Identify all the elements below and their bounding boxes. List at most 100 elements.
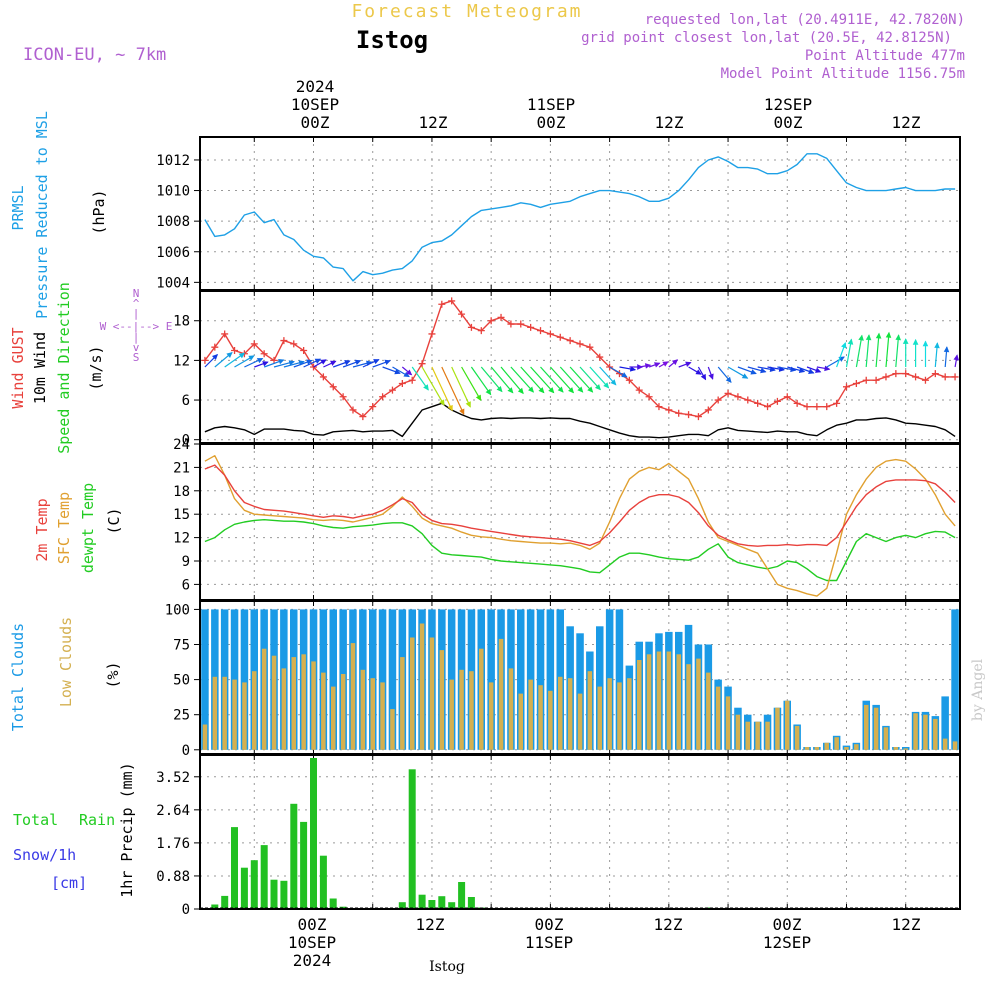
wind-direction-arrow	[470, 366, 492, 395]
total-cloud-bar	[201, 609, 209, 750]
total-cloud-bar	[329, 609, 337, 750]
wind-gust-marker	[487, 317, 495, 325]
compass-up-bar: |	[133, 307, 140, 320]
low-cloud-bar	[321, 672, 326, 750]
low-cloud-bar	[271, 655, 277, 750]
sfc-temp-line	[204, 455, 956, 597]
compass-down-bar: |	[133, 331, 140, 344]
wind-direction-arrowhead	[465, 401, 471, 408]
low-cloud-bar	[479, 648, 484, 750]
wind-gust-marker	[458, 310, 466, 318]
precip-ytick-label: 0.88	[156, 869, 190, 885]
wind-gust-marker	[300, 346, 308, 354]
wind-gust-marker	[527, 323, 535, 331]
low-cloud-bar	[212, 676, 218, 750]
wind-direction-arrow	[451, 366, 471, 408]
wind-gust-marker	[556, 333, 564, 341]
temp-ytick-label: 18	[173, 484, 190, 500]
wind-direction-arrow	[895, 335, 900, 368]
low-cloud-bar	[923, 714, 928, 750]
model-point-altitude: Model Point Altitude 1156.75m	[721, 66, 965, 82]
bottom-date-10sep: 10SEP	[288, 933, 336, 952]
low-cloud-bar	[291, 657, 296, 750]
location-title: Istog	[356, 26, 428, 54]
wind-gust-marker	[675, 409, 683, 417]
low-cloud-bar	[577, 693, 583, 750]
wind-direction-arrowhead	[815, 367, 822, 373]
wind-gust-marker	[734, 393, 742, 401]
low-cloud-bar	[390, 709, 395, 750]
low-cloud-bar	[252, 671, 257, 750]
pressure-ytick-label: 1010	[156, 184, 190, 200]
top-date-10sep: 10SEP	[291, 95, 339, 114]
wind-direction-arrow	[520, 366, 545, 394]
low-cloud-bar	[400, 657, 405, 750]
clouds-ytick-label: 50	[173, 673, 190, 689]
wind-direction-arrowhead	[330, 360, 337, 366]
low-cloud-bar	[804, 747, 810, 750]
temp-ytick-label: 9	[182, 554, 190, 570]
low-cloud-bar	[360, 669, 366, 750]
top-tick-00z-12sep: 00Z	[774, 113, 803, 132]
wind-gust-marker	[566, 337, 574, 345]
rain-bar	[231, 827, 238, 909]
dewpoint-line	[204, 519, 956, 582]
wind-direction-arrowhead	[922, 340, 929, 347]
low-cloud-bar	[311, 661, 316, 750]
total-cloud-bar	[951, 609, 959, 750]
wind-gust-marker	[507, 320, 515, 328]
rain-bar	[240, 867, 248, 909]
wind-direction-arrowhead	[496, 385, 503, 393]
low-cloud-bar	[518, 693, 523, 750]
low-cloud-bar	[745, 721, 750, 750]
clouds-ytick-label: 75	[173, 638, 190, 654]
wind-direction-arrowhead	[354, 359, 362, 366]
low-cloud-bar	[340, 674, 346, 750]
low-cloud-bar	[854, 744, 859, 750]
wind-direction-arrowhead	[568, 387, 575, 394]
label-dewpt-temp: dewpt Temp	[79, 483, 97, 573]
rain-bar	[448, 902, 456, 909]
low-cloud-bar	[814, 747, 820, 750]
low-cloud-bar	[952, 741, 958, 750]
bottom-date-12sep: 12SEP	[763, 933, 811, 952]
wind-direction-arrow	[549, 366, 574, 394]
rain-bar	[458, 882, 466, 909]
wind-gust-marker	[635, 386, 643, 394]
wind-direction-arrowhead	[278, 358, 285, 365]
wind-direction-arrow	[875, 333, 880, 368]
low-cloud-bar	[439, 650, 445, 750]
wind-gust-marker	[546, 330, 554, 338]
model-label: ICON-EU, ~ 7km	[23, 45, 166, 65]
wind-gust-marker	[665, 406, 673, 414]
pressure-panel: 1004 1006 1008 1010 1012	[156, 136, 961, 291]
label-percent: (%)	[104, 661, 122, 688]
low-cloud-bar	[775, 707, 780, 750]
wind-gust-marker	[714, 396, 722, 404]
label-speed-direction: Speed and Direction	[55, 282, 73, 454]
wind-direction-arrowhead	[662, 361, 669, 367]
pressure-ytick-label: 1008	[156, 214, 190, 230]
wind-direction-arrowhead	[865, 334, 872, 341]
label-total-clouds: Total Clouds	[9, 623, 27, 731]
wind-gust-marker	[408, 376, 416, 384]
low-cloud-bar	[498, 638, 504, 750]
low-cloud-bar	[864, 704, 869, 750]
bottom-tick-00z-10sep: 00Z	[298, 915, 327, 934]
wind-direction-arrowhead	[394, 368, 401, 375]
low-cloud-bar	[903, 748, 908, 750]
wind-direction-arrow	[569, 366, 594, 393]
wind-compass: N ^ | W <--|--> E | v S	[100, 287, 173, 364]
low-cloud-bar	[913, 713, 918, 750]
wind-gust-marker	[428, 330, 436, 338]
top-date-12sep: 12SEP	[764, 95, 812, 114]
wind-gust-marker	[833, 399, 841, 407]
precip-frame-overlay	[199, 754, 961, 910]
label-hpa: (hPa)	[90, 189, 108, 234]
total-cloud-bar	[941, 696, 949, 750]
wind-direction-arrow	[500, 366, 524, 394]
temp-ytick-label: 6	[182, 577, 190, 593]
wind-direction-arrowhead	[248, 355, 255, 361]
wind-gust-marker	[319, 373, 327, 381]
wind-direction-arrow	[559, 366, 584, 393]
